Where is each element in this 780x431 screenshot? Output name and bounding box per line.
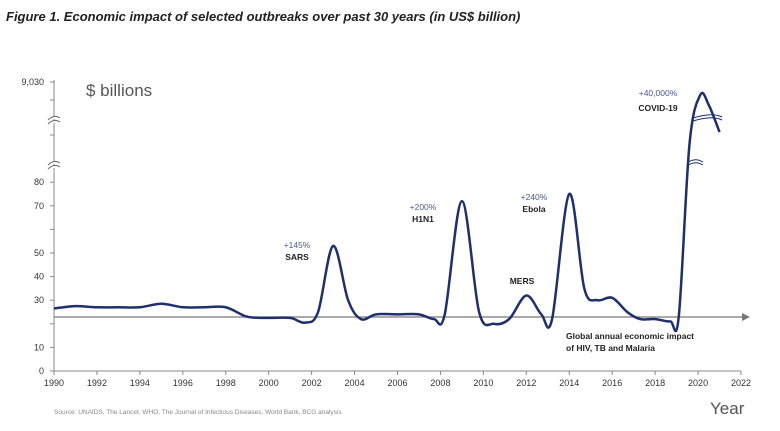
x-tick-label: 1994	[130, 378, 150, 388]
series-break-marks	[686, 114, 723, 167]
h1n1-change: +200%	[410, 202, 437, 212]
baseline-label-line2: of HIV, TB and Malaria	[566, 343, 655, 353]
x-tick-label: 2012	[516, 378, 536, 388]
y-tick-label: 70	[34, 201, 44, 211]
y-tick-label: 50	[34, 248, 44, 258]
y-tick-label: 9,030	[21, 77, 44, 87]
x-tick-label: 2016	[602, 378, 622, 388]
x-tick-label: 2002	[302, 378, 322, 388]
y-tick-label: 30	[34, 295, 44, 305]
h1n1-label: H1N1	[412, 214, 434, 224]
series-line	[53, 91, 721, 333]
x-tick-label: 1990	[44, 378, 64, 388]
x-tick-label: 2000	[259, 378, 279, 388]
ebola-change: +240%	[521, 192, 548, 202]
sars-label: SARS	[285, 252, 309, 262]
baseline-label-line1: Global annual economic impact	[566, 331, 694, 341]
x-tick-label: 2006	[387, 378, 407, 388]
y-tick-label: 10	[34, 342, 44, 352]
x-tick-label: 2014	[559, 378, 579, 388]
sars-change: +145%	[284, 240, 311, 250]
x-tick-label: 1996	[173, 378, 193, 388]
x-tick-label: 2018	[645, 378, 665, 388]
x-tick-label: 2022	[731, 378, 751, 388]
source-note: Source: UNAIDS, The Lancet, WHO, The Jou…	[54, 409, 342, 416]
y-tick-label: 0	[39, 366, 44, 376]
x-tick-label: 2004	[345, 378, 365, 388]
baseline-arrow-icon	[742, 313, 750, 321]
y-tick-label: 80	[34, 177, 44, 187]
covid-change: +40,000%	[639, 88, 678, 98]
y-unit-label: $ billions	[86, 81, 152, 100]
x-tick-label: 1992	[87, 378, 107, 388]
covid-label: COVID-19	[638, 103, 677, 113]
mers-label: MERS	[510, 276, 535, 286]
x-axis-title: Year	[710, 399, 745, 418]
x-tick-label: 2020	[688, 378, 708, 388]
y-axis-break-marks	[47, 115, 61, 170]
ebola-label: Ebola	[522, 204, 545, 214]
y-tick-label: 40	[34, 272, 44, 282]
x-tick-label: 1998	[216, 378, 236, 388]
x-tick-label: 2008	[430, 378, 450, 388]
x-tick-label: 2010	[473, 378, 493, 388]
figure-title: Figure 1. Economic impact of selected ou…	[6, 9, 521, 24]
